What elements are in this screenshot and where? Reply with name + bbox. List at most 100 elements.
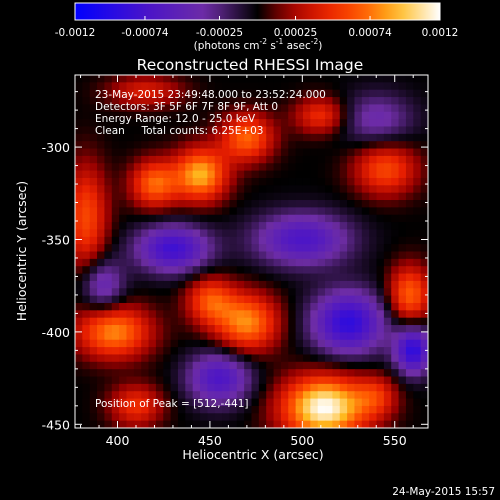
heatmap-cell — [310, 177, 319, 186]
heatmap-cell — [369, 163, 378, 172]
heatmap-cell — [222, 192, 230, 201]
heatmap-cell — [97, 339, 105, 348]
heatmap-cell — [302, 258, 311, 267]
heatmap-cell — [347, 391, 355, 400]
heatmap-cell — [339, 207, 348, 216]
heatmap-cell — [266, 177, 275, 186]
heatmap-cell — [229, 347, 238, 355]
heatmap-cell — [119, 155, 127, 164]
heatmap-cell — [155, 155, 164, 164]
heatmap-cell — [361, 119, 370, 127]
heatmap-cell — [222, 75, 230, 83]
heatmap-cell — [185, 302, 194, 311]
heatmap-cell — [192, 325, 201, 333]
heatmap-cell — [420, 361, 428, 370]
heatmap-cell — [339, 163, 348, 172]
heatmap-cell — [339, 111, 348, 120]
heatmap-cell — [317, 229, 326, 238]
heatmap-cell — [288, 148, 297, 157]
heatmap-cell — [332, 141, 341, 150]
heatmap-cell — [347, 398, 355, 407]
heatmap-cell — [420, 126, 428, 135]
heatmap-cell — [133, 398, 142, 407]
heatmap-cell — [170, 383, 179, 392]
heatmap-cell — [104, 170, 113, 179]
heatmap-cell — [133, 82, 142, 91]
heatmap-cell — [155, 75, 164, 83]
heatmap-cell — [325, 295, 333, 304]
y-axis-label: Heliocentric Y (arcsec) — [14, 181, 29, 321]
annotation-energy-range: Energy Range: 12.0 - 25.0 keV — [95, 113, 256, 125]
heatmap-cell — [376, 339, 385, 348]
heatmap-cell — [288, 133, 297, 142]
heatmap-cell — [141, 200, 150, 208]
heatmap-cell — [207, 376, 216, 385]
heatmap-cell — [82, 383, 91, 392]
heatmap-cell — [119, 391, 127, 400]
heatmap-cell — [82, 192, 91, 201]
heatmap-cell — [97, 391, 105, 400]
heatmap-cell — [89, 192, 98, 201]
heatmap-cell — [126, 361, 135, 370]
heatmap-cell — [317, 126, 326, 135]
heatmap-cell — [302, 236, 311, 245]
heatmap-cell — [420, 75, 428, 83]
heatmap-cell — [141, 369, 150, 378]
heatmap-cell — [89, 376, 98, 385]
heatmap-cell — [310, 229, 319, 238]
heatmap-cell — [354, 391, 363, 400]
heatmap-cell — [75, 133, 83, 142]
heatmap-cell — [222, 148, 230, 157]
heatmap-cell — [244, 332, 252, 341]
heatmap-cell — [82, 398, 91, 407]
heatmap-cell — [266, 347, 275, 355]
heatmap-cell — [302, 155, 311, 164]
heatmap-cell — [75, 75, 83, 83]
heatmap-cell — [111, 222, 120, 230]
heatmap-cell — [317, 97, 326, 105]
heatmap-cell — [347, 376, 355, 385]
heatmap-cell — [133, 302, 142, 311]
heatmap-cell — [295, 295, 304, 304]
heatmap-cell — [97, 163, 105, 172]
heatmap-cell — [420, 325, 428, 333]
heatmap-cell — [82, 391, 91, 400]
heatmap-cell — [229, 222, 238, 230]
heatmap-cell — [214, 310, 223, 319]
heatmap-cell — [97, 82, 105, 91]
heatmap-cell — [376, 354, 385, 363]
heatmap-cell — [317, 376, 326, 385]
x-tick-label: 400 — [106, 433, 130, 448]
heatmap-cell — [317, 273, 326, 282]
heatmap-cell — [347, 288, 355, 297]
heatmap-cell — [317, 347, 326, 355]
heatmap-cell — [258, 97, 267, 105]
heatmap-cell — [383, 332, 392, 341]
heatmap-cell — [244, 258, 252, 267]
heatmap-cell — [111, 376, 120, 385]
heatmap-cell — [369, 413, 378, 422]
heatmap-cell — [354, 119, 363, 127]
heatmap-cell — [420, 295, 428, 304]
heatmap-cell — [317, 266, 326, 275]
heatmap-cell — [339, 420, 348, 428]
heatmap-cell — [192, 376, 201, 385]
heatmap-cell — [398, 258, 407, 267]
heatmap-cell — [222, 339, 230, 348]
heatmap-cell — [354, 258, 363, 267]
heatmap-cell — [339, 251, 348, 260]
heatmap-cell — [148, 104, 157, 113]
heatmap-cell — [280, 383, 289, 392]
heatmap-cell — [222, 200, 230, 208]
heatmap-cell — [302, 141, 311, 150]
heatmap-cell — [222, 317, 230, 326]
heatmap-cell — [413, 361, 422, 370]
heatmap-cell — [119, 332, 127, 341]
heatmap-cell — [398, 75, 407, 83]
heatmap-cell — [111, 251, 120, 260]
heatmap-cell — [420, 200, 428, 208]
heatmap-cell — [214, 155, 223, 164]
heatmap-cell — [405, 111, 414, 120]
heatmap-cell — [200, 244, 208, 252]
heatmap-cell — [192, 391, 201, 400]
